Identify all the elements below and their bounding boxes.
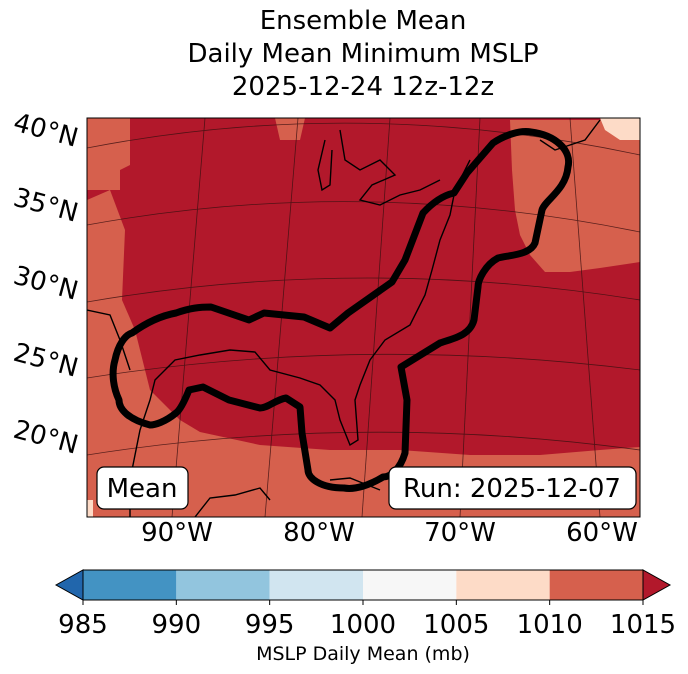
lat-tick-40: 40°N — [10, 108, 81, 154]
colorbar-tick-label-1000: 1000 — [330, 610, 396, 640]
colorbar-under-triangle — [54, 569, 84, 601]
colorbar-tick-label-1005: 1005 — [423, 610, 489, 640]
mean-label-box: Mean — [96, 466, 189, 510]
colorbar-tick-label-1015: 1015 — [610, 610, 676, 640]
run-label-box: Run: 2025-12-07 — [388, 466, 637, 510]
lat-tick-25: 25°N — [10, 338, 81, 384]
contour-line — [109, 128, 573, 492]
field-1010-east — [510, 120, 640, 272]
lat-tick-labels: 40°N 35°N 30°N 25°N 20°N — [10, 108, 81, 461]
lat-tick-20: 20°N — [10, 415, 81, 461]
title-line-3: 2025-12-24 12z-12z — [231, 72, 495, 102]
mean-label: Mean — [107, 474, 178, 504]
colorbar-bin-990-995 — [176, 570, 270, 600]
coastlines — [87, 119, 601, 517]
lat-tick-30: 30°N — [10, 261, 81, 307]
run-label: Run: 2025-12-07 — [403, 474, 621, 504]
lon-tick-60: 60°W — [566, 518, 638, 548]
colorbar-bin-985-990 — [83, 570, 177, 600]
colorbar-bin-1000-1005 — [363, 570, 457, 600]
colorbar-bin-995-1000 — [269, 570, 363, 600]
colorbar-bin-1005-1010 — [456, 570, 550, 600]
lon-tick-70: 70°W — [424, 518, 496, 548]
field-1010-top — [275, 118, 305, 140]
colorbar-tick-label-995: 995 — [245, 610, 295, 640]
lat-tick-35: 35°N — [10, 183, 81, 229]
colorbar-tick-label-985: 985 — [58, 610, 108, 640]
title-line-1: Ensemble Mean — [259, 6, 467, 36]
map-frame — [86, 117, 641, 518]
colorbar: 985 990 995 1000 1005 1010 1015 — [54, 569, 676, 640]
lon-tick-labels: 90°W 80°W 70°W 60°W — [141, 518, 638, 548]
colorbar-tick-label-1010: 1010 — [517, 610, 583, 640]
colorbar-bin-1010-1015 — [549, 570, 643, 600]
field-1010-left — [87, 118, 130, 190]
graticule — [87, 118, 640, 517]
field-1005-edge — [87, 500, 93, 517]
field-1005-corner — [600, 118, 640, 140]
colorbar-over-triangle — [642, 569, 672, 601]
lon-tick-90: 90°W — [141, 518, 213, 548]
title-line-2: Daily Mean Minimum MSLP — [187, 39, 539, 69]
map-area — [87, 118, 640, 517]
lon-tick-80: 80°W — [283, 518, 355, 548]
colorbar-tick-label-990: 990 — [152, 610, 202, 640]
colorbar-label: MSLP Daily Mean (mb) — [256, 643, 470, 665]
